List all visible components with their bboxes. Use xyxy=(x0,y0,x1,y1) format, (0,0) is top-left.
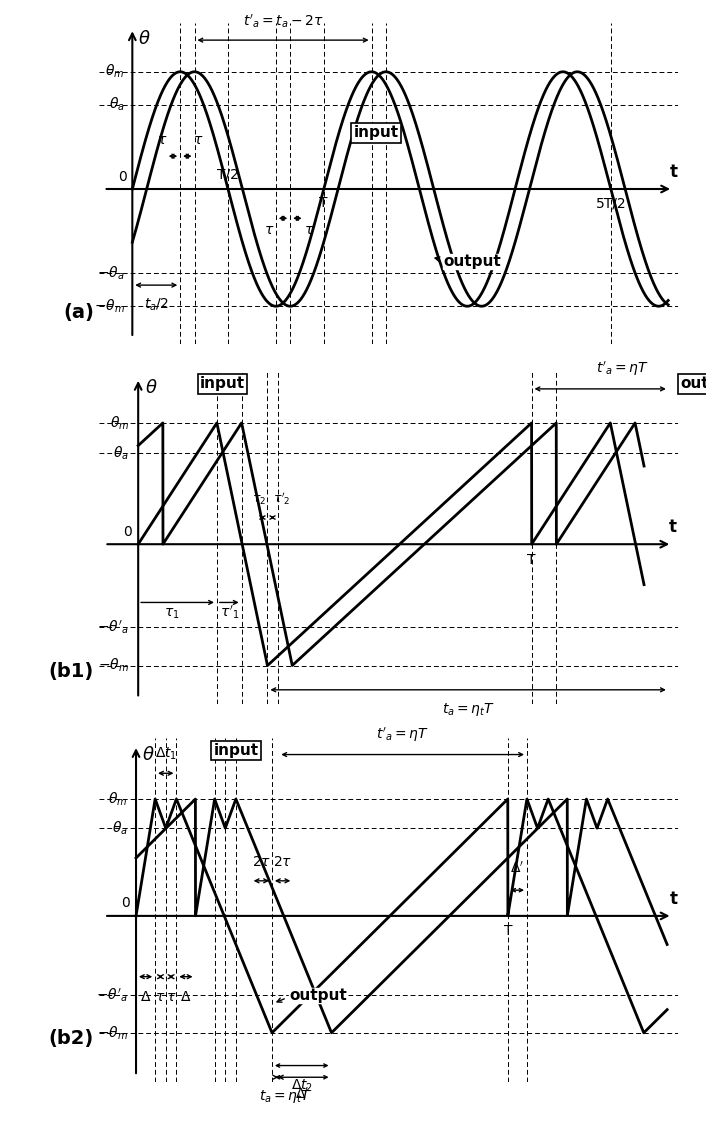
Text: 0: 0 xyxy=(121,896,130,911)
Text: $t_a=\eta_t T$: $t_a=\eta_t T$ xyxy=(259,1088,312,1104)
Text: $\tau$: $\tau$ xyxy=(304,222,315,237)
Text: $\theta_a$: $\theta_a$ xyxy=(114,444,129,462)
Text: $\Delta t_1$: $\Delta t_1$ xyxy=(155,745,176,762)
Text: $\tau$: $\tau$ xyxy=(264,222,275,237)
Text: 0: 0 xyxy=(123,525,131,540)
Text: t: t xyxy=(670,162,678,180)
Text: $\theta$: $\theta$ xyxy=(143,746,155,764)
Text: $t'_a=\eta T$: $t'_a=\eta T$ xyxy=(596,360,650,378)
Text: $t_a/2$: $t_a/2$ xyxy=(143,296,169,313)
Text: $-\theta_m$: $-\theta_m$ xyxy=(97,1024,128,1041)
Text: t: t xyxy=(669,517,677,535)
Text: $t'_a=t_a-2\tau$: $t'_a=t_a-2\tau$ xyxy=(243,12,323,29)
Text: $\theta_a$: $\theta_a$ xyxy=(109,96,125,114)
Text: $t'_a=\eta T$: $t'_a=\eta T$ xyxy=(376,726,429,744)
Text: $t_a=\eta_t T$: $t_a=\eta_t T$ xyxy=(441,701,495,718)
Text: $-\theta'_a$: $-\theta'_a$ xyxy=(96,986,128,1004)
Text: $\theta_m$: $\theta_m$ xyxy=(108,790,128,808)
Text: $\tau_2$: $\tau_2$ xyxy=(252,494,266,507)
Text: (b1): (b1) xyxy=(48,663,93,681)
Text: $\tau'_1$: $\tau'_1$ xyxy=(220,604,239,621)
Text: $\Delta$: $\Delta$ xyxy=(180,990,191,1003)
Text: $\Delta$: $\Delta$ xyxy=(140,990,151,1003)
Text: T/2: T/2 xyxy=(217,168,239,181)
Text: $-\theta'_a$: $-\theta'_a$ xyxy=(97,618,129,636)
Text: T: T xyxy=(527,552,536,567)
Text: $\tau'_2$: $\tau'_2$ xyxy=(273,490,291,507)
Text: $2\tau$: $2\tau$ xyxy=(273,855,292,869)
Text: 0: 0 xyxy=(118,170,126,185)
Text: $2\tau$: $2\tau$ xyxy=(252,855,271,869)
Text: input: input xyxy=(354,125,399,140)
Text: $\theta_a$: $\theta_a$ xyxy=(112,819,128,837)
Text: $\Delta'$: $\Delta'$ xyxy=(510,861,525,876)
Text: $\theta_m$: $\theta_m$ xyxy=(105,63,125,80)
Text: output: output xyxy=(289,988,347,1003)
Text: (a): (a) xyxy=(63,302,94,321)
Text: $\theta$: $\theta$ xyxy=(138,29,151,47)
Text: $\theta_m$: $\theta_m$ xyxy=(110,414,129,432)
Text: input: input xyxy=(213,743,258,758)
Text: t: t xyxy=(669,889,677,907)
Text: $\tau$: $\tau$ xyxy=(193,133,203,148)
Text: output: output xyxy=(680,376,706,391)
Text: 5T/2: 5T/2 xyxy=(595,196,626,210)
Text: input: input xyxy=(200,376,245,391)
Text: $\tau$: $\tau$ xyxy=(157,133,167,148)
Text: $\Delta'$: $\Delta'$ xyxy=(294,1086,309,1102)
Text: $-\theta_m$: $-\theta_m$ xyxy=(94,298,125,314)
Text: T: T xyxy=(503,924,512,938)
Text: output: output xyxy=(443,255,501,269)
Text: $\tau$: $\tau$ xyxy=(155,990,166,1003)
Text: $-\theta_m$: $-\theta_m$ xyxy=(98,657,129,674)
Text: $-\theta_a$: $-\theta_a$ xyxy=(97,265,125,282)
Text: $\tau_1$: $\tau_1$ xyxy=(164,607,180,621)
Text: (b2): (b2) xyxy=(48,1029,93,1048)
Text: $\Delta t_2$: $\Delta t_2$ xyxy=(291,1077,313,1093)
Text: T: T xyxy=(319,196,328,210)
Text: $\theta$: $\theta$ xyxy=(145,379,157,397)
Text: $\tau$: $\tau$ xyxy=(166,990,176,1003)
